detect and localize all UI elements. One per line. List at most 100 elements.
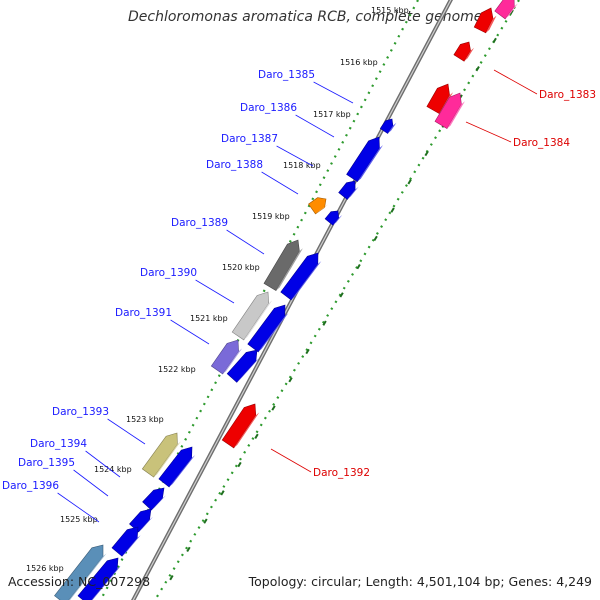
- gene-label-daro_1383[interactable]: Daro_1383: [539, 89, 596, 101]
- gene-label-daro_1388[interactable]: Daro_1388: [206, 159, 263, 171]
- gene-highlight: [357, 145, 383, 182]
- gene-label-daro_1395[interactable]: Daro_1395: [18, 457, 75, 469]
- gene-highlight: [258, 313, 289, 352]
- leader-line: [57, 492, 100, 523]
- gene-daro-1394[interactable]: [142, 487, 166, 511]
- gene-highlight: [347, 186, 359, 200]
- gene-daro-1382[interactable]: [473, 7, 497, 34]
- gene-highlight: [315, 204, 329, 214]
- leader-line: [493, 69, 538, 95]
- gene-body: [111, 526, 139, 557]
- genome-backbone-highlight: [132, 0, 452, 600]
- gene-label-daro_1396[interactable]: Daro_1396: [2, 480, 59, 492]
- gene-daro-1390b[interactable]: [247, 304, 289, 353]
- kbp-tick-label: 1519 kbp: [252, 212, 290, 221]
- gene-label-daro_1387[interactable]: Daro_1387: [221, 133, 278, 145]
- gene-highlight: [153, 441, 181, 478]
- gene-label-daro_1385[interactable]: Daro_1385: [258, 69, 315, 81]
- gene-highlight: [233, 412, 260, 448]
- kbp-tick-label: 1523 kbp: [126, 415, 164, 424]
- kbp-tick-label: 1524 kbp: [94, 465, 132, 474]
- gene-highlight: [387, 122, 397, 134]
- outer-tick-track: [153, 0, 520, 600]
- gene-daro-1382b[interactable]: [494, 0, 518, 20]
- gene-label-daro_1389[interactable]: Daro_1389: [171, 217, 228, 229]
- gene-daro-1388[interactable]: [308, 197, 329, 215]
- gene-daro-1393b[interactable]: [158, 446, 196, 488]
- gene-daro-1384[interactable]: [434, 92, 465, 130]
- tracks-layer: 1515 kbp 1516 kbp 1517 kbp 1518 kbp 1519 kbp…: [26, 0, 520, 600]
- gene-body: [129, 508, 152, 533]
- leader-line: [195, 279, 235, 304]
- kbp-tick-label: 1525 kbp: [60, 515, 98, 524]
- gene-label-daro_1384[interactable]: Daro_1384: [513, 137, 570, 149]
- leader-line: [276, 145, 314, 167]
- gene-highlight: [291, 261, 322, 300]
- gene-body: [453, 41, 471, 62]
- gene-daro-1385[interactable]: [379, 118, 397, 134]
- leader-line: [313, 81, 354, 104]
- gene-body: [324, 210, 340, 226]
- gene-daro-1386[interactable]: [346, 136, 383, 183]
- gene-highlight: [169, 455, 196, 487]
- gene-daro-1389[interactable]: [263, 239, 303, 292]
- gene-label-daro_1390[interactable]: Daro_1390: [140, 267, 197, 279]
- gene-highlight: [236, 358, 260, 383]
- leader-line: [295, 114, 335, 138]
- leader-line: [465, 121, 512, 143]
- kbp-tick-label: 1521 kbp: [190, 314, 228, 323]
- kbp-tick-label: 1526 kbp: [26, 564, 64, 573]
- leader-line: [107, 418, 146, 445]
- gene-body: [338, 180, 356, 200]
- kbp-tick-label: 1518 kbp: [283, 161, 321, 170]
- gene-daro-1395[interactable]: [129, 508, 154, 533]
- gene-body: [473, 7, 494, 34]
- accession-label: Accession: NC_007298: [8, 574, 151, 589]
- gene-label-daro_1393[interactable]: Daro_1393: [52, 406, 109, 418]
- gene-label-daro_1392[interactable]: Daro_1392: [313, 467, 370, 479]
- gene-highlight: [485, 15, 497, 33]
- gene-body: [142, 487, 165, 511]
- labels-layer: Daro_1385 Daro_1386 Daro_1387 Daro_1388 Daro…: [2, 69, 596, 523]
- gene-label-daro_1386[interactable]: Daro_1386: [240, 102, 297, 114]
- kbp-tick-label: 1516 kbp: [340, 58, 378, 67]
- leader-line: [170, 319, 210, 345]
- gene-highlight: [464, 47, 475, 62]
- gene-daro-1397b[interactable]: [77, 557, 121, 600]
- gene-body: [494, 0, 515, 20]
- gene-daro-1391b[interactable]: [226, 349, 260, 383]
- gene-daro-1389b[interactable]: [280, 252, 322, 301]
- gene-daro-1387[interactable]: [338, 180, 359, 200]
- genes-layer: [54, 0, 518, 600]
- gene-daro-1383b[interactable]: [453, 41, 475, 62]
- gene-body: [221, 403, 257, 449]
- map-title: Dechloromonas aromatica RCB, complete ge…: [128, 9, 483, 25]
- gene-daro-1396[interactable]: [111, 526, 141, 557]
- gene-label-daro_1391[interactable]: Daro_1391: [115, 307, 172, 319]
- gene-body: [308, 197, 327, 215]
- gene-highlight: [122, 535, 141, 557]
- gene-daro-1391[interactable]: [210, 339, 243, 375]
- kbp-tick-label: 1522 kbp: [158, 365, 196, 374]
- gene-daro-1392[interactable]: [221, 403, 260, 449]
- gene-daro-1397[interactable]: [54, 544, 107, 600]
- gene-highlight: [222, 348, 243, 374]
- leader-line: [85, 450, 121, 478]
- gene-highlight: [91, 566, 121, 600]
- gene-highlight: [505, 3, 518, 19]
- gene-daro-1388b[interactable]: [324, 210, 343, 226]
- gene-highlight: [276, 248, 303, 291]
- gene-highlight: [447, 101, 465, 129]
- gene-highlight: [332, 215, 343, 226]
- gene-label-daro_1394[interactable]: Daro_1394: [30, 438, 87, 450]
- gene-daro-1390[interactable]: [231, 291, 273, 341]
- leader-line: [226, 229, 265, 255]
- gene-body: [379, 118, 394, 134]
- genome-summary-label: Topology: circular; Length: 4,501,104 bp…: [248, 574, 592, 589]
- gene-body: [77, 557, 119, 600]
- gene-highlight: [138, 516, 153, 532]
- gene-body: [346, 136, 380, 183]
- gene-daro-1393[interactable]: [141, 432, 181, 478]
